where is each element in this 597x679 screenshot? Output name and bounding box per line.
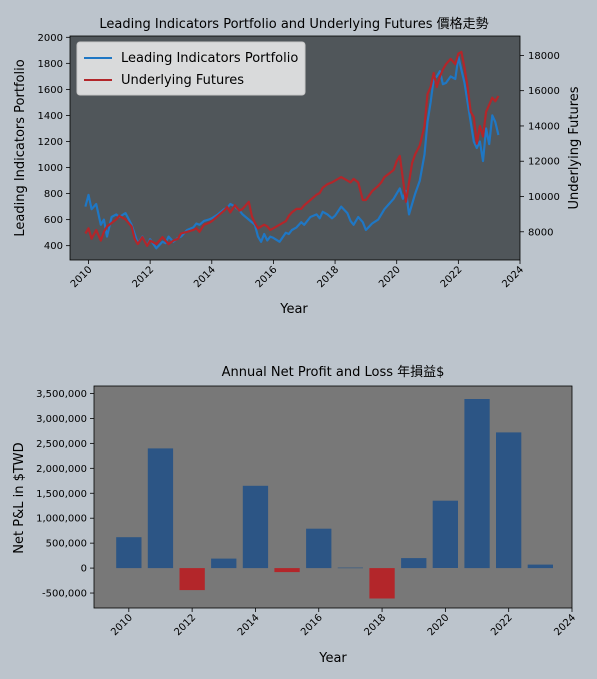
x-tick-label: 2020 — [377, 264, 403, 290]
chart2-title: Annual Net Profit and Loss 年損益$ — [222, 365, 445, 380]
y2-tick-label: 16000 — [528, 86, 560, 97]
bar-2020 — [432, 500, 458, 568]
y-tick-label: 2,500,000 — [36, 439, 87, 450]
y-tick-label: 3,500,000 — [36, 389, 87, 400]
chart2-plot-area — [93, 385, 573, 609]
chart2-xlabel: Year — [318, 651, 347, 666]
y-tick-label: 1800 — [38, 59, 63, 70]
y-tick-label: 0 — [81, 564, 87, 575]
x-tick-label: 2018 — [362, 612, 388, 638]
x-tick-label: 2012 — [172, 612, 198, 638]
y-tick-label: 1,000,000 — [36, 514, 87, 525]
chart2-ylabel: Net P&L in $TWD — [12, 442, 27, 553]
bar-2011 — [147, 448, 174, 569]
x-tick-label: 2010 — [109, 612, 135, 638]
chart2-bars — [116, 399, 553, 599]
x-tick-label: 2016 — [299, 612, 325, 638]
y-tick-label: 1000 — [38, 163, 63, 174]
y-tick-label: 800 — [44, 189, 63, 200]
y-tick-label: 1400 — [38, 111, 63, 122]
chart1-legend: Leading Indicators Portfolio Underlying … — [76, 41, 306, 96]
chart1-y2label: Underlying Futures — [567, 86, 582, 209]
y-tick-label: 1200 — [38, 137, 63, 148]
y-tick-label: 2000 — [38, 33, 63, 44]
y-tick-label: 400 — [44, 241, 63, 252]
bar-2022 — [496, 432, 522, 569]
x-tick-label: 2010 — [69, 264, 95, 290]
series-line-futures — [84, 50, 500, 247]
bar-2017 — [337, 567, 363, 569]
y2-tick-label: 8000 — [528, 227, 553, 238]
legend-label-futures: Underlying Futures — [121, 73, 244, 88]
y-tick-label: 1600 — [38, 85, 63, 96]
bar-2021 — [464, 399, 490, 569]
y-tick-label: 1,500,000 — [36, 489, 87, 500]
bar-2013 — [211, 558, 237, 569]
bar-2012 — [179, 568, 205, 591]
x-tick-label: 2014 — [192, 264, 218, 290]
bar-2016 — [306, 528, 332, 569]
chart1-lines — [84, 50, 500, 250]
y-tick-label: -500,000 — [42, 589, 87, 600]
x-tick-label: 2018 — [315, 264, 341, 290]
chart1-ylabel: Leading Indicators Portfolio — [13, 59, 28, 236]
x-tick-label: 2022 — [439, 264, 465, 290]
x-tick-label: 2022 — [489, 612, 515, 638]
y-tick-label: 600 — [44, 215, 63, 226]
chart1-xlabel: Year — [279, 302, 308, 317]
x-tick-label: 2016 — [254, 264, 280, 290]
x-tick-label: 2024 — [552, 612, 578, 638]
y2-tick-label: 10000 — [528, 192, 560, 203]
bar-2015 — [274, 568, 300, 573]
bar-2018 — [369, 568, 395, 599]
chart-price: Leading Indicators Portfolio and Underly… — [13, 16, 582, 317]
y2-tick-label: 18000 — [528, 51, 560, 62]
y2-tick-label: 14000 — [528, 121, 560, 132]
y-tick-label: 2,000,000 — [36, 464, 87, 475]
y2-tick-label: 12000 — [528, 157, 560, 168]
bar-2019 — [401, 558, 427, 569]
chart-pnl: Annual Net Profit and Loss 年損益$ 2010 2012… — [12, 365, 578, 666]
bar-2023 — [527, 564, 553, 569]
x-tick-label: 2012 — [130, 264, 156, 290]
x-tick-label: 2014 — [236, 612, 262, 638]
legend-box — [76, 41, 306, 96]
bar-2014 — [242, 485, 269, 569]
x-tick-label: 2020 — [426, 612, 452, 638]
y-tick-label: 500,000 — [46, 539, 87, 550]
x-tick-label: 2024 — [500, 264, 526, 290]
chart1-title: Leading Indicators Portfolio and Underly… — [99, 16, 488, 32]
y-tick-label: 3,000,000 — [36, 414, 87, 425]
legend-label-portfolio: Leading Indicators Portfolio — [121, 51, 298, 66]
bar-2010 — [116, 537, 142, 569]
